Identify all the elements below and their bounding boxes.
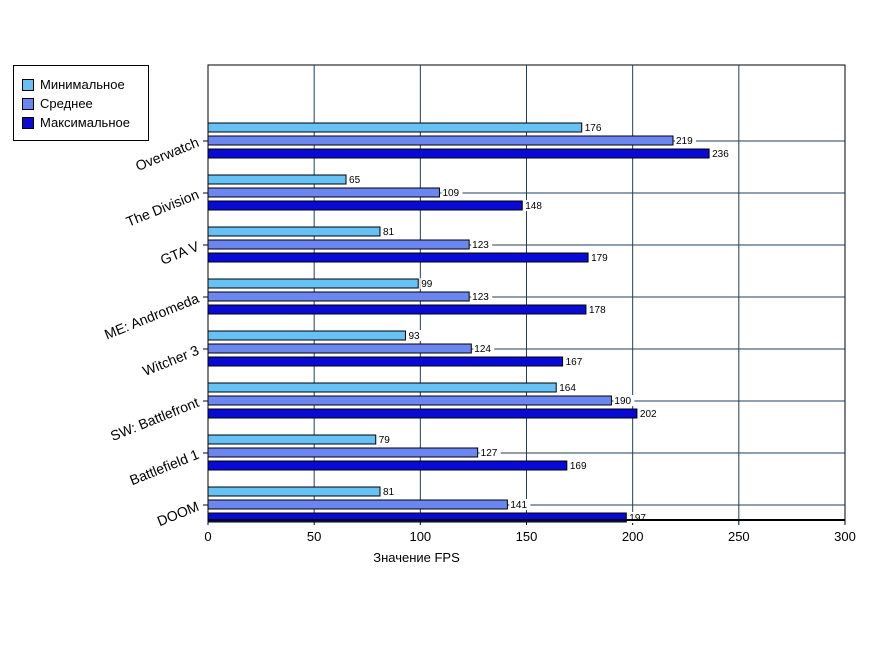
bar <box>207 395 612 406</box>
data-label-bg <box>471 291 493 302</box>
category-label: The Division <box>124 186 201 230</box>
bar <box>207 486 381 497</box>
category-label: Witcher 3 <box>140 342 201 379</box>
x-axis-title: Значение FPS <box>373 550 460 565</box>
data-label: 167 <box>566 357 583 368</box>
data-label-bg <box>675 135 697 146</box>
data-label: 197 <box>629 513 646 524</box>
data-label-bg <box>479 447 501 458</box>
data-label-bg <box>381 226 397 237</box>
x-tick-label: 200 <box>622 529 644 544</box>
bar <box>207 239 470 250</box>
data-label: 81 <box>383 487 395 498</box>
bar <box>207 382 557 393</box>
data-label: 79 <box>379 435 391 446</box>
x-tick-label: 50 <box>307 529 321 544</box>
data-label-bg <box>628 512 650 523</box>
data-label: 169 <box>570 461 587 472</box>
bar <box>207 460 568 471</box>
data-label-bg <box>638 408 660 419</box>
bar <box>207 408 638 419</box>
data-label: 179 <box>591 253 608 264</box>
data-label: 123 <box>472 292 489 303</box>
bar <box>207 499 508 510</box>
bar <box>207 148 710 159</box>
data-label-bg <box>587 304 609 315</box>
legend: Минимальное Среднее Максимальное <box>13 65 149 141</box>
data-label: 127 <box>481 448 498 459</box>
x-tick-label: 250 <box>728 529 750 544</box>
bar <box>207 447 479 458</box>
data-label: 124 <box>474 344 491 355</box>
data-label-bg <box>471 239 493 250</box>
bar <box>207 434 377 445</box>
bar <box>207 135 674 146</box>
bar <box>207 291 470 302</box>
bar <box>207 187 440 198</box>
data-label: 176 <box>585 123 602 134</box>
data-label: 81 <box>383 227 395 238</box>
legend-label-max: Максимальное <box>40 115 130 130</box>
bar <box>207 122 583 133</box>
data-label: 190 <box>614 396 631 407</box>
data-label-bg <box>441 187 463 198</box>
data-label-bg <box>558 382 580 393</box>
data-label-bg <box>613 395 635 406</box>
legend-label-min: Минимальное <box>40 77 125 92</box>
legend-item-max: Максимальное <box>22 113 148 132</box>
data-label: 109 <box>442 188 459 199</box>
data-label: 99 <box>421 279 433 290</box>
data-label-bg <box>407 330 423 341</box>
bar <box>207 252 589 263</box>
legend-item-avg: Среднее <box>22 94 148 113</box>
data-label: 178 <box>589 305 606 316</box>
bar <box>207 304 587 315</box>
bar <box>207 200 523 211</box>
data-label: 93 <box>408 331 420 342</box>
data-label-bg <box>420 278 436 289</box>
data-label-bg <box>524 200 546 211</box>
legend-swatch-avg <box>22 97 34 110</box>
data-label: 164 <box>559 383 576 394</box>
data-label-bg <box>590 252 612 263</box>
x-tick-label: 300 <box>834 529 856 544</box>
data-label-bg <box>348 174 364 185</box>
data-label: 123 <box>472 240 489 251</box>
x-tick-label: 0 <box>204 529 211 544</box>
data-label: 141 <box>510 500 527 511</box>
bar <box>207 356 564 367</box>
x-tick-label: 100 <box>409 529 431 544</box>
category-label: DOOM <box>155 498 201 529</box>
data-label-bg <box>509 499 531 510</box>
data-label-bg <box>381 486 397 497</box>
x-tick-label: 150 <box>516 529 538 544</box>
data-label-bg <box>711 148 733 159</box>
data-label: 236 <box>712 149 729 160</box>
bar <box>207 512 627 523</box>
data-label-bg <box>377 434 393 445</box>
bar <box>207 330 406 341</box>
data-label-bg <box>473 343 495 354</box>
category-label: Battlefield 1 <box>127 446 201 488</box>
data-label-bg <box>583 122 605 133</box>
category-label: GTA V <box>158 238 202 268</box>
bar <box>207 174 347 185</box>
legend-label-avg: Среднее <box>40 96 93 111</box>
data-label: 65 <box>349 175 361 186</box>
legend-swatch-min <box>22 78 34 91</box>
data-label: 219 <box>676 136 693 147</box>
legend-swatch-max <box>22 116 34 129</box>
data-label-bg <box>568 460 590 471</box>
category-label: ME: Andromeda <box>102 290 201 343</box>
category-label: SW: Battlefront <box>108 394 201 444</box>
data-label: 202 <box>640 409 657 420</box>
legend-item-min: Минимальное <box>22 75 148 94</box>
bar <box>207 343 472 354</box>
bar <box>207 226 381 237</box>
data-label-bg <box>564 356 586 367</box>
data-label: 148 <box>525 201 542 212</box>
bar <box>207 278 419 289</box>
